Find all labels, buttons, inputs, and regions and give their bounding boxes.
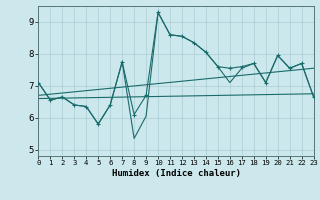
X-axis label: Humidex (Indice chaleur): Humidex (Indice chaleur) <box>111 169 241 178</box>
